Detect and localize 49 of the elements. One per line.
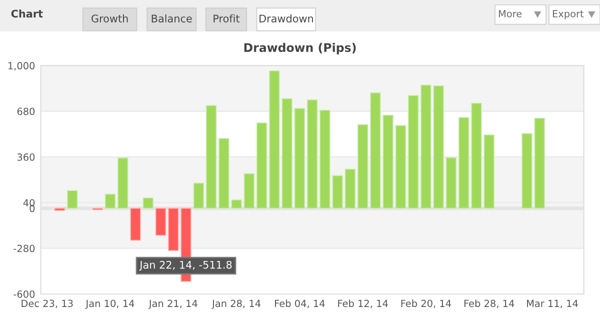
bar (218, 138, 230, 209)
bar (256, 122, 268, 209)
bar (357, 124, 368, 209)
x-tick-label: Feb 12, 14 (338, 300, 388, 308)
y-tick-label: 360 (17, 153, 35, 161)
bar (142, 198, 154, 209)
x-tick-label: Feb 28, 14 (464, 300, 514, 308)
bar (344, 168, 356, 209)
x-tick-label: Jan 28, 14 (212, 300, 260, 309)
chart-title: Drawdown (Pips) (244, 42, 356, 54)
y-tick-label: 40 (23, 199, 35, 206)
bar (104, 194, 116, 209)
text: Export (552, 10, 584, 20)
text: More (498, 10, 522, 18)
text: Chart (11, 10, 43, 18)
bar (522, 133, 532, 209)
bar (118, 158, 128, 209)
x-tick-label: Feb 04, 14 (275, 300, 325, 308)
y-tick-label: 680 (17, 108, 35, 116)
x-tick-label: Feb 20, 14 (401, 300, 452, 308)
bar (294, 108, 306, 209)
x-tick-label: Dec 23, 13 (22, 300, 73, 308)
bar (67, 190, 78, 209)
y-tick-label: -280 (14, 244, 35, 252)
y-tick-label: -600 (14, 290, 35, 298)
bar (193, 182, 204, 209)
bar (244, 173, 255, 209)
text: Growth (92, 14, 128, 22)
bar (458, 117, 470, 209)
annotation: Jan 22, 14, -511.8 (139, 260, 232, 271)
text: Drawdown (260, 14, 313, 22)
bar (395, 125, 406, 209)
bar (130, 208, 141, 241)
bar (231, 199, 242, 209)
bar (446, 157, 457, 209)
bar (155, 208, 166, 236)
text: Profit (214, 14, 240, 22)
bar (206, 105, 217, 209)
x-tick-label: Jan 10, 14 (85, 300, 134, 309)
x-tick-label: Jan 21, 14 (148, 300, 198, 309)
bar (54, 208, 66, 211)
bar (306, 99, 318, 209)
bar (534, 118, 545, 209)
y-tick-label: 0 (30, 204, 35, 212)
bar (408, 95, 419, 209)
bar (168, 208, 179, 252)
y-tick-label: 1,000 (8, 62, 35, 70)
text: Balance (152, 14, 192, 22)
x-tick-label: Mar 11, 14 (527, 300, 578, 308)
